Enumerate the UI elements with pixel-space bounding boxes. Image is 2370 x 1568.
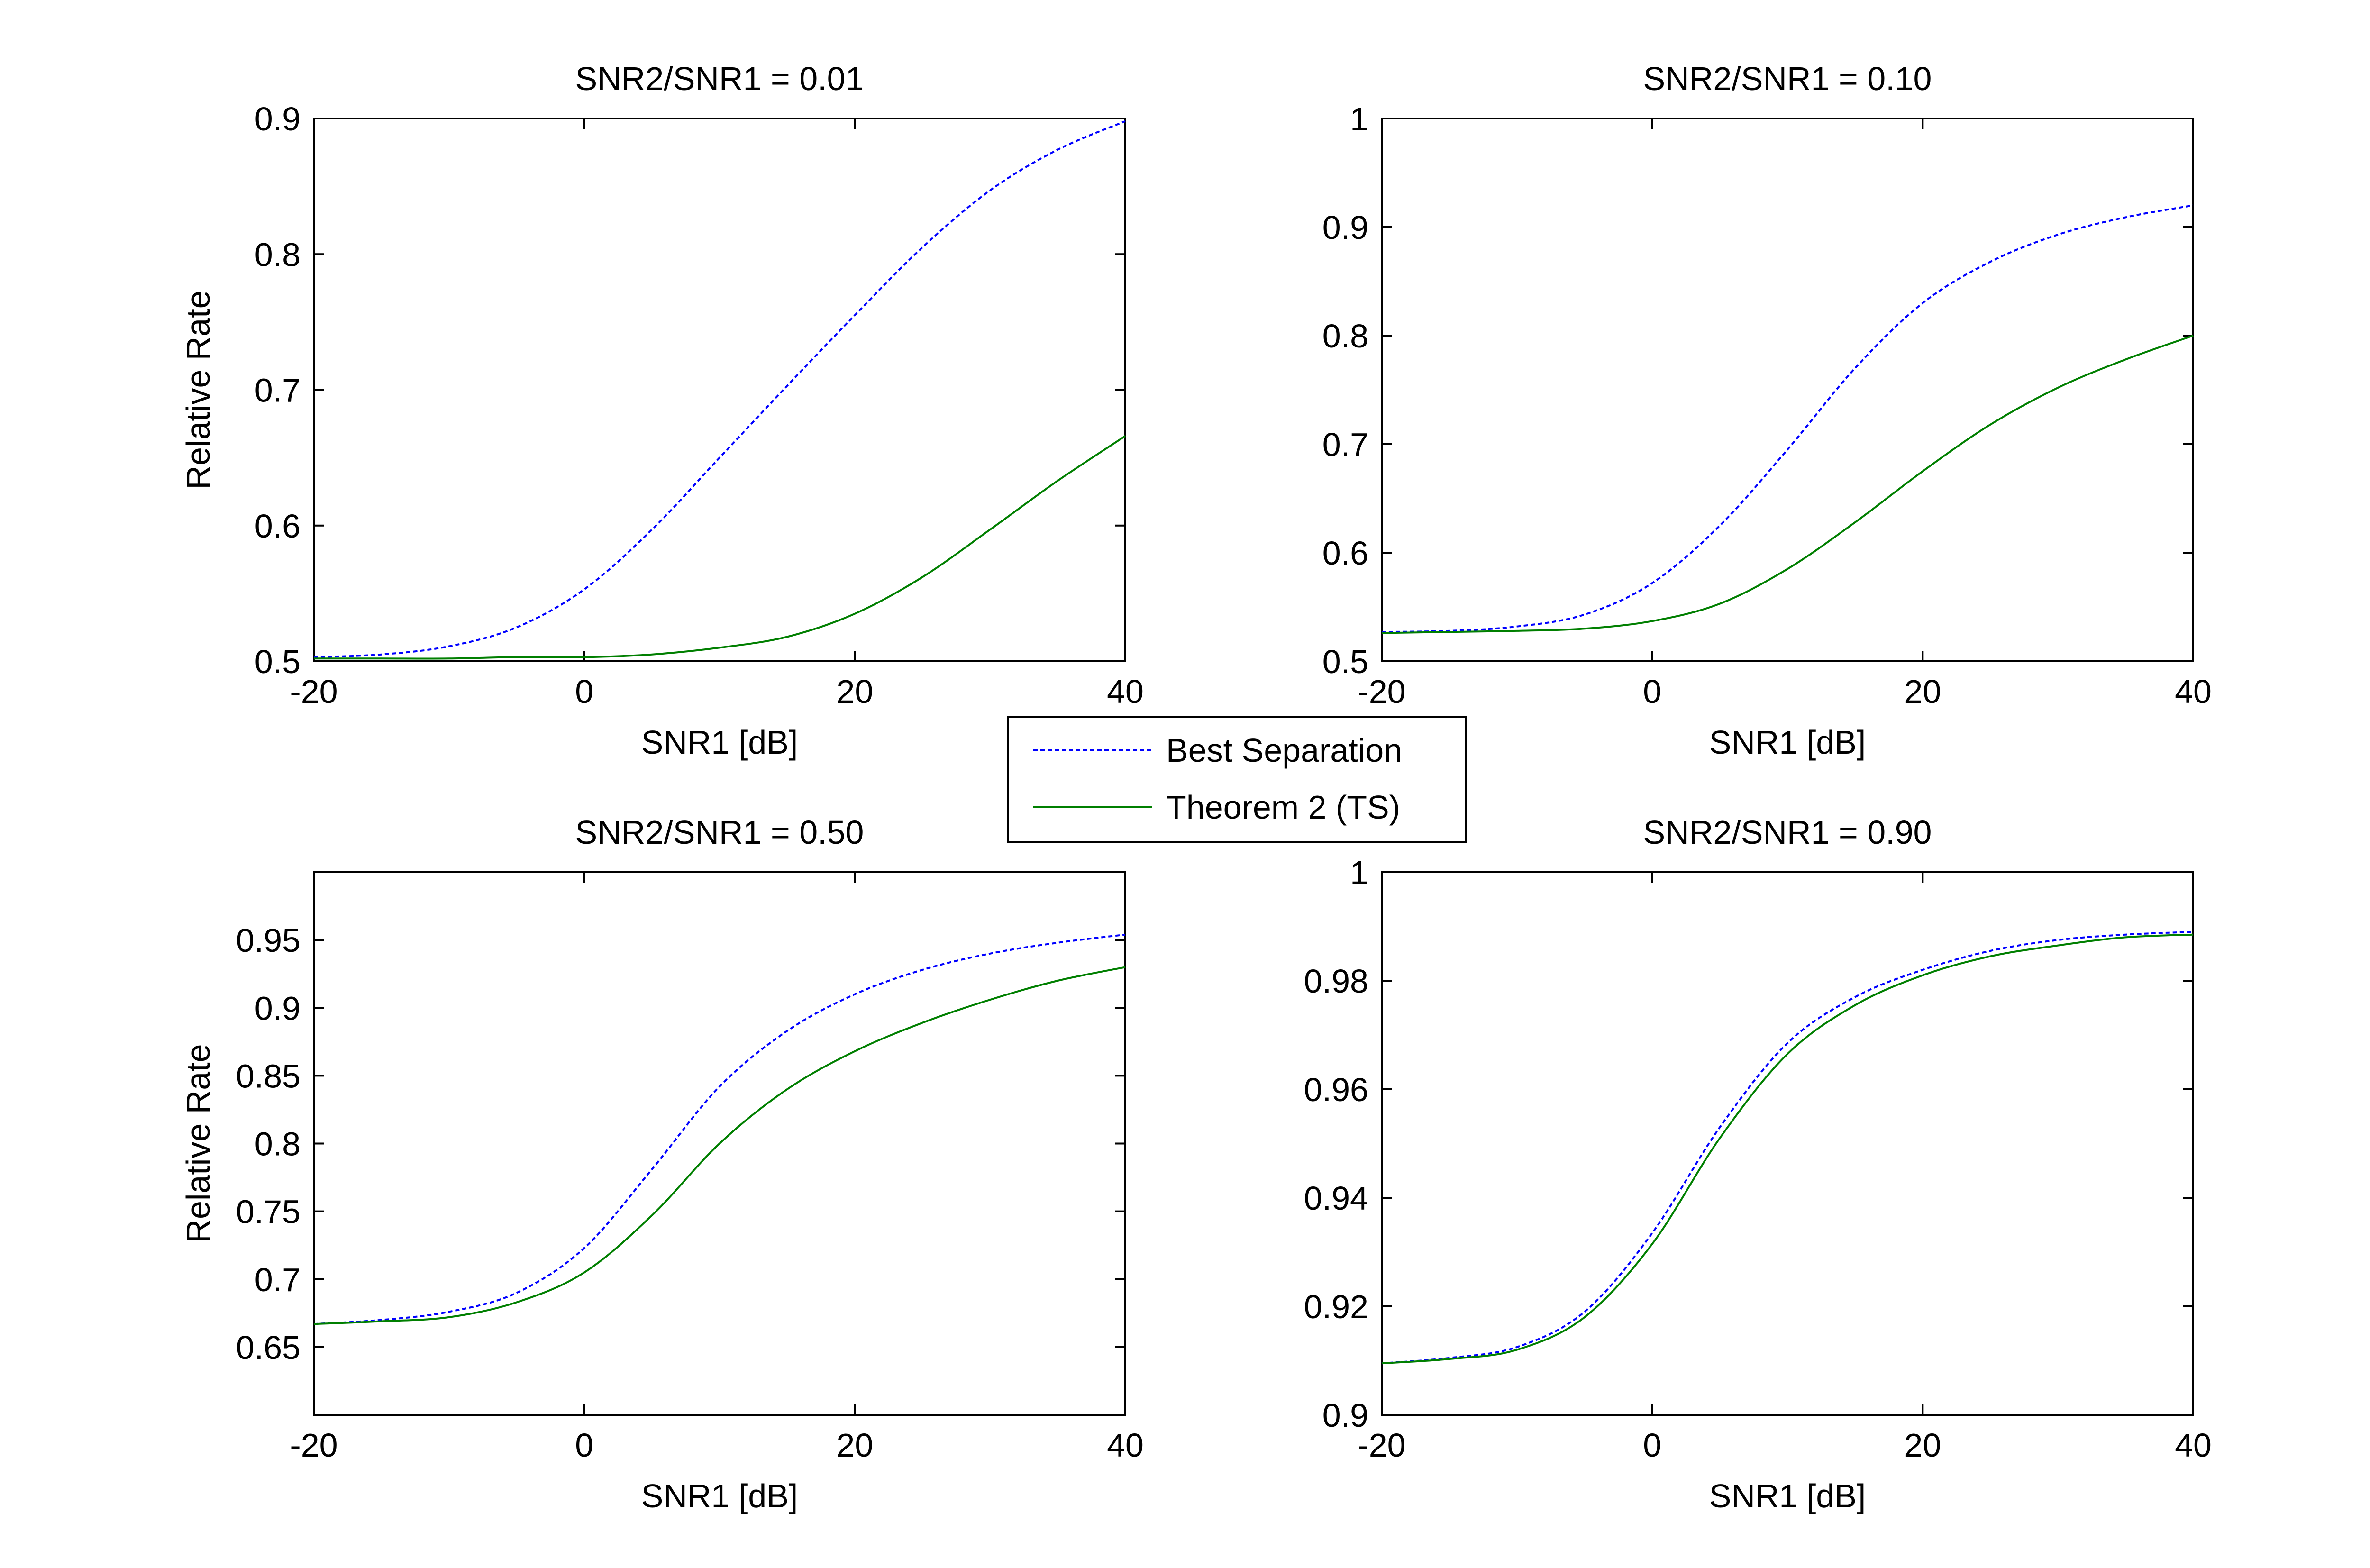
x-tick-label: 20 — [836, 673, 873, 710]
x-tick-label: -20 — [290, 673, 337, 710]
subplot-title: SNR2/SNR1 = 0.10 — [1643, 60, 1932, 97]
y-tick-label: 1 — [1350, 100, 1368, 137]
y-tick-label: 0.7 — [255, 372, 301, 409]
y-tick-label: 0.9 — [1322, 1397, 1368, 1434]
y-tick-label: 0.5 — [1322, 643, 1368, 680]
axes-box — [1381, 871, 2194, 1416]
x-axis-label: SNR1 [dB] — [1709, 1477, 1866, 1514]
x-tick-label: 40 — [1107, 673, 1144, 710]
subplot-2: -20 0 20 40 0.5 0.6 0.7 0.8 0.9 1 SNR2/SNR1 = 0.10… — [1322, 60, 2212, 761]
y-tick-label: 0.9 — [255, 990, 301, 1027]
series-line-best-separation — [313, 933, 1126, 1325]
y-axis-label: Relative Rate — [180, 290, 217, 489]
x-tick-label: -20 — [1358, 1427, 1405, 1464]
subplot-title: SNR2/SNR1 = 0.50 — [575, 814, 864, 851]
x-tick-label: 0 — [1643, 673, 1661, 710]
x-axis-label: SNR1 [dB] — [641, 724, 798, 761]
subplot-4: -20 0 20 40 0.9 0.92 0.94 0.96 0.98 1 SNR2/SNR1 = … — [1304, 814, 2212, 1514]
x-tick-label: 40 — [1107, 1427, 1144, 1464]
x-tick-label: 40 — [2175, 673, 2212, 710]
x-tick-label: 20 — [836, 1427, 873, 1464]
legend: Best Separation Theorem 2 (TS) — [1007, 716, 1467, 843]
x-tick-label: -20 — [290, 1427, 337, 1464]
legend-box — [1007, 716, 1467, 843]
x-tick-label: 40 — [2175, 1427, 2212, 1464]
y-tick-label: 0.96 — [1304, 1071, 1368, 1108]
legend-label-theorem-2: Theorem 2 (TS) — [1166, 789, 1400, 826]
y-tick-label: 0.8 — [1322, 318, 1368, 355]
subplot-title: SNR2/SNR1 = 0.01 — [575, 60, 864, 97]
y-tick-label: 0.75 — [236, 1194, 301, 1231]
x-tick-label: -20 — [1358, 673, 1405, 710]
y-tick-label: 0.85 — [236, 1057, 301, 1094]
y-tick-label: 0.65 — [236, 1329, 301, 1366]
y-tick-label: 0.94 — [1304, 1180, 1368, 1217]
y-tick-label: 0.9 — [255, 100, 301, 137]
series-line-theorem-2-ts — [1381, 335, 2194, 634]
y-tick-label: 1 — [1350, 854, 1368, 891]
y-tick-label: 0.5 — [255, 643, 301, 680]
subplot-3: -20 0 20 40 0.65 0.7 0.75 0.8 0.85 0.9 0.95 SNR2/SN… — [180, 814, 1144, 1514]
x-axis-label: SNR1 [dB] — [1709, 724, 1866, 761]
x-tick-label: 0 — [575, 673, 593, 710]
y-tick-label: 0.98 — [1304, 963, 1368, 1000]
y-tick-label: 0.6 — [1322, 535, 1368, 572]
series-line-theorem-2-ts — [313, 966, 1126, 1325]
subplot-1: -20 0 20 40 0.5 0.6 0.7 0.8 0.9 SNR2/SNR1 = 0.01 S… — [180, 60, 1144, 761]
axes-box — [1381, 118, 2194, 662]
y-tick-label: 0.9 — [1322, 209, 1368, 246]
y-tick-label: 0.8 — [255, 1126, 301, 1163]
legend-label-best-separation: Best Separation — [1166, 732, 1402, 769]
x-axis-label: SNR1 [dB] — [641, 1477, 798, 1514]
x-tick-label: 0 — [575, 1427, 593, 1464]
series-line-theorem-2-ts — [1381, 933, 2194, 1365]
x-tick-label: 20 — [1904, 1427, 1941, 1464]
series-line-best-separation — [1381, 204, 2194, 633]
subplot-title: SNR2/SNR1 = 0.90 — [1643, 814, 1932, 851]
y-tick-label: 0.7 — [1322, 426, 1368, 463]
y-tick-label: 0.95 — [236, 922, 301, 959]
y-tick-label: 0.92 — [1304, 1288, 1368, 1325]
series-line-theorem-2-ts — [314, 435, 1126, 660]
y-axis-label: Relative Rate — [180, 1044, 217, 1243]
y-tick-label: 0.8 — [255, 236, 301, 273]
y-tick-label: 0.6 — [255, 508, 301, 545]
x-tick-label: 20 — [1904, 673, 1941, 710]
series-line-best-separation — [1381, 931, 2194, 1365]
y-tick-label: 0.7 — [255, 1261, 301, 1298]
series-line-best-separation — [313, 120, 1126, 658]
x-tick-label: 0 — [1643, 1427, 1661, 1464]
